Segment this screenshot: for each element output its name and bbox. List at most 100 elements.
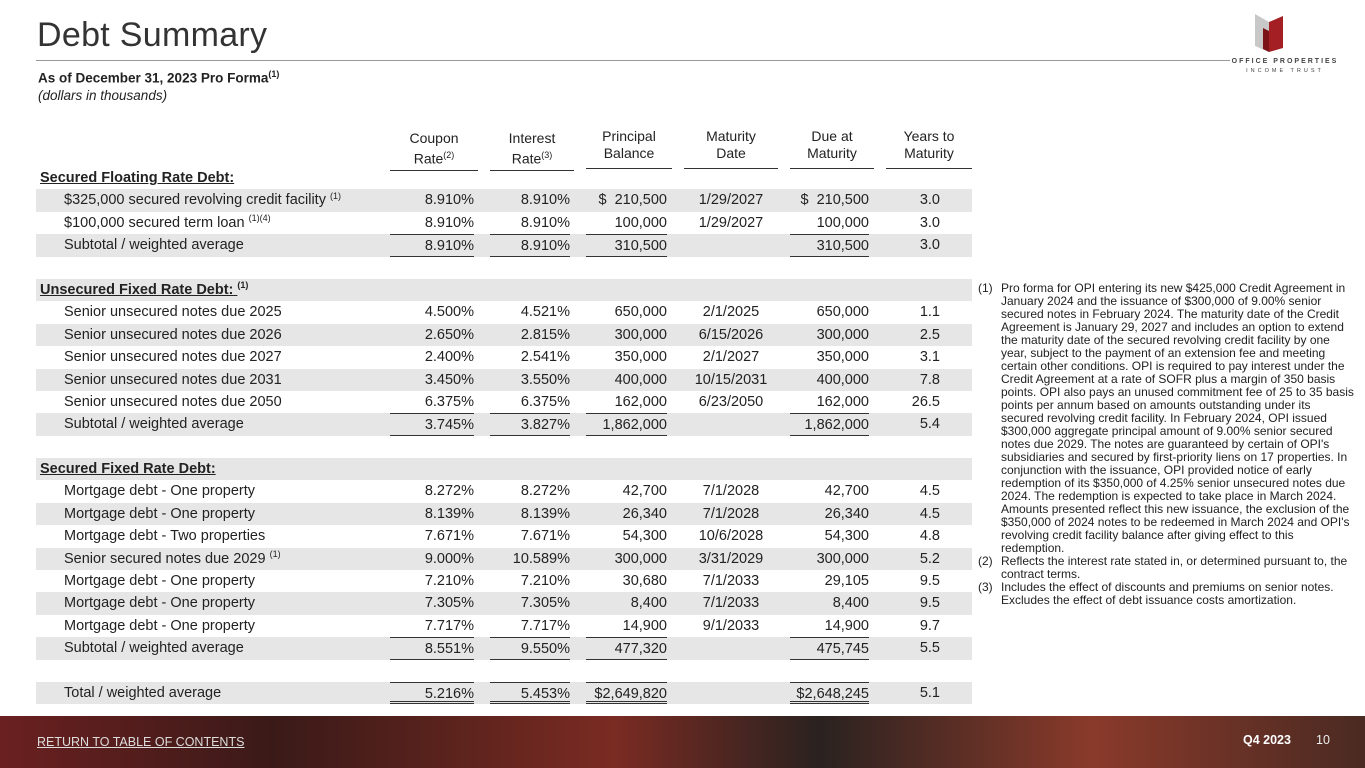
cell: 7.305% (520, 595, 570, 612)
cell: 7/1/2028 (702, 505, 760, 522)
cell: 7.305% (424, 595, 474, 612)
table-row: Mortgage debt - One property 7.210% 7.210%… (36, 570, 972, 592)
footnote: (1) Pro forma for OPI entering its new $4… (978, 282, 1356, 555)
units-note: (dollars in thousands) (38, 88, 168, 103)
cell: 7.671% (520, 528, 570, 545)
cell: 3.0 (919, 214, 940, 231)
footer-band (0, 716, 1365, 768)
column-header: Interest Rate(3) (490, 130, 574, 171)
cell: 2/1/2025 (702, 304, 760, 321)
table-row: Secured Fixed Rate Debt: (36, 458, 972, 481)
cell: 8.139% (520, 505, 570, 522)
header-line: Rate(2) (390, 147, 478, 168)
cell: 5.2 (919, 550, 940, 567)
cell: 5.5 (919, 640, 940, 657)
table-row: Senior unsecured notes due 2050 6.375% 6.3… (36, 391, 972, 413)
cell: 14,900 (622, 617, 667, 634)
cell: 1,862,000 (790, 413, 869, 436)
cell: 2.400% (424, 349, 474, 366)
header-line: Principal (586, 128, 672, 145)
cell: 3.0 (919, 237, 940, 254)
cell: 5.4 (919, 416, 940, 433)
header-line: Coupon (390, 130, 478, 147)
cell: 8.551% (390, 637, 474, 660)
cell: 7.210% (424, 573, 474, 590)
cell: 300,000 (816, 550, 869, 567)
column-header: Maturity Date (684, 128, 778, 169)
footnote-ref: (3) (541, 150, 553, 160)
period: Q4 2023 (1243, 733, 1291, 747)
cell: 14,900 (824, 617, 869, 634)
cell: 2/1/2027 (702, 349, 760, 366)
cell: 7.717% (424, 617, 474, 634)
cell: 475,745 (790, 637, 869, 660)
cell: 7/1/2033 (702, 573, 760, 590)
cell: 7/1/2028 (702, 483, 760, 500)
header-line: Rate(3) (490, 147, 574, 168)
header-line: Date (684, 145, 778, 162)
row-label: Senior secured notes due 2029 (1) (64, 548, 281, 567)
cell: 3.450% (424, 371, 474, 388)
row-label: Senior unsecured notes due 2026 (64, 324, 282, 346)
table-row: Senior unsecured notes due 2025 4.500% 4.5… (36, 301, 972, 323)
footnote-ref: (2) (443, 150, 455, 160)
cell: 400,000 (816, 371, 869, 388)
cell: 7.210% (520, 573, 570, 590)
cell: 9.7 (919, 617, 940, 634)
cell: 8.910% (520, 214, 570, 231)
table-row: Senior secured notes due 2029 (1) 9.000% 1… (36, 547, 972, 571)
label-text: Senior secured notes due 2029 (64, 550, 266, 567)
footnote: (2) Reflects the interest rate stated in,… (978, 555, 1356, 581)
row-label: Senior unsecured notes due 2031 (64, 369, 282, 391)
cell: 300,000 (816, 326, 869, 343)
cell: 26,340 (824, 505, 869, 522)
cell: 1/29/2027 (698, 214, 764, 231)
cell: 6.375% (424, 393, 474, 410)
header-text: Due at (811, 128, 853, 144)
table-row: Secured Floating Rate Debt: (36, 167, 972, 189)
cell: 3.745% (390, 413, 474, 436)
label-text: Mortgage debt - One property (64, 483, 256, 500)
label-text: Senior unsecured notes due 2026 (64, 326, 282, 343)
column-header: Due at Maturity (790, 128, 874, 169)
cell: 10/15/2031 (694, 371, 768, 388)
logo-text: INCOME TRUST (1246, 68, 1324, 74)
cell: 2.5 (919, 326, 940, 343)
cell: $ 210,500 (598, 192, 667, 209)
title-rule (36, 60, 1230, 61)
header-line: Maturity (886, 145, 972, 162)
row-label: Senior unsecured notes due 2050 (64, 391, 282, 413)
column-header: Years to Maturity (886, 128, 972, 169)
label-text: $100,000 secured term loan (64, 214, 245, 231)
cell: 3.1 (919, 349, 940, 366)
table-row: Subtotal / weighted average 8.551% 9.550% 4… (36, 637, 972, 660)
cell: 162,000 (816, 393, 869, 410)
cell: 9.550% (490, 637, 570, 660)
row-label: Subtotal / weighted average (64, 234, 244, 256)
label-text: Subtotal / weighted average (64, 640, 244, 657)
header-line: Interest (490, 130, 574, 147)
cell: 6.375% (520, 393, 570, 410)
table-row: Mortgage debt - One property 8.272% 8.272%… (36, 480, 972, 502)
cell: 2.815% (520, 326, 570, 343)
table-row: Senior unsecured notes due 2031 3.450% 3.5… (36, 368, 972, 391)
toc-link[interactable]: RETURN TO TABLE OF CONTENTS (37, 735, 245, 749)
footnote-text: Reflects the interest rate stated in, or… (1001, 554, 1348, 581)
cell: 8.272% (424, 483, 474, 500)
cell: 7.717% (520, 617, 570, 634)
cell: 6/15/2026 (698, 326, 764, 343)
table-row: Mortgage debt - One property 8.139% 8.139%… (36, 502, 972, 526)
header-text: Principal (602, 128, 656, 144)
cell: 9.000% (424, 550, 474, 567)
footnote-marker: (1) (978, 281, 993, 295)
header-line: Maturity (684, 128, 778, 145)
header-text: Rate (413, 150, 444, 167)
row-label: Mortgage debt - One property (64, 503, 255, 525)
label-text: Total / weighted average (64, 684, 222, 701)
header-text: Maturity (807, 145, 857, 161)
table-row: $325,000 secured revolving credit facili… (36, 189, 972, 212)
header-line: Maturity (790, 145, 874, 162)
header-text: Rate (511, 150, 542, 167)
row-label: Mortgage debt - One property (64, 592, 255, 614)
cell: 300,000 (614, 326, 667, 343)
